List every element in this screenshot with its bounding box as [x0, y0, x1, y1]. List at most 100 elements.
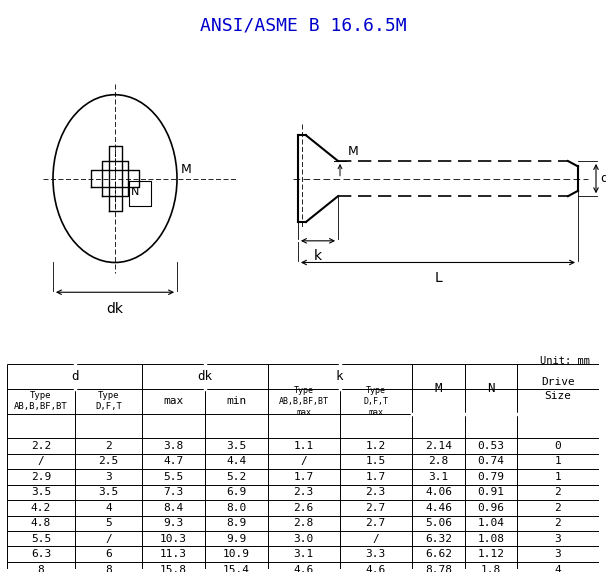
Text: M: M — [435, 383, 442, 395]
Text: Type
AB,B,BF,BT
max: Type AB,B,BF,BT max — [279, 386, 328, 416]
Text: 3.5: 3.5 — [31, 487, 51, 497]
Text: 8.9: 8.9 — [226, 518, 246, 528]
Text: 3: 3 — [554, 549, 561, 559]
Text: 3.5: 3.5 — [226, 441, 246, 451]
Text: 3.8: 3.8 — [164, 441, 184, 451]
Text: 15.4: 15.4 — [222, 565, 250, 572]
Text: 2.5: 2.5 — [98, 456, 119, 466]
Text: /: / — [105, 534, 112, 543]
Text: 1.2: 1.2 — [365, 441, 386, 451]
Text: 4.46: 4.46 — [425, 503, 452, 513]
Text: 11.3: 11.3 — [160, 549, 187, 559]
Text: M: M — [348, 145, 359, 158]
Text: Type
D,F,T
max: Type D,F,T max — [363, 386, 388, 416]
Text: 8.78: 8.78 — [425, 565, 452, 572]
Text: 15.8: 15.8 — [160, 565, 187, 572]
Text: 0.91: 0.91 — [478, 487, 505, 497]
Text: 4.6: 4.6 — [293, 565, 314, 572]
Text: L: L — [434, 271, 442, 285]
Text: /: / — [38, 456, 44, 466]
Text: 0.53: 0.53 — [478, 441, 505, 451]
Text: 3.5: 3.5 — [98, 487, 119, 497]
Text: k: k — [336, 370, 344, 383]
Text: 2: 2 — [554, 503, 561, 513]
Text: 6.9: 6.9 — [226, 487, 246, 497]
Text: 2: 2 — [554, 487, 561, 497]
Text: 0.96: 0.96 — [478, 503, 505, 513]
Text: d: d — [71, 370, 78, 383]
Text: 2.3: 2.3 — [293, 487, 314, 497]
Text: Type
AB,B,BF,BT: Type AB,B,BF,BT — [14, 391, 68, 411]
Text: 8.0: 8.0 — [226, 503, 246, 513]
Text: /: / — [372, 534, 379, 543]
Text: 2: 2 — [554, 518, 561, 528]
Text: 3: 3 — [105, 472, 112, 482]
Text: 2.8: 2.8 — [293, 518, 314, 528]
Text: 5: 5 — [105, 518, 112, 528]
Text: 1: 1 — [554, 472, 561, 482]
Text: 3: 3 — [554, 534, 561, 543]
Text: dk: dk — [198, 370, 212, 383]
Text: Type
D,F,T: Type D,F,T — [95, 391, 122, 411]
Text: 7.3: 7.3 — [164, 487, 184, 497]
Text: 1.12: 1.12 — [478, 549, 505, 559]
Text: 3.1: 3.1 — [428, 472, 448, 482]
Text: 4.2: 4.2 — [31, 503, 51, 513]
Text: 5.06: 5.06 — [425, 518, 452, 528]
Text: 1.5: 1.5 — [365, 456, 386, 466]
Text: 1.7: 1.7 — [365, 472, 386, 482]
Text: 4: 4 — [105, 503, 112, 513]
Text: 4.4: 4.4 — [226, 456, 246, 466]
Text: 3.0: 3.0 — [293, 534, 314, 543]
Text: N: N — [131, 186, 139, 197]
Text: 5.5: 5.5 — [31, 534, 51, 543]
Text: 10.3: 10.3 — [160, 534, 187, 543]
Text: 9.3: 9.3 — [164, 518, 184, 528]
Text: 2.2: 2.2 — [31, 441, 51, 451]
Text: 6.32: 6.32 — [425, 534, 452, 543]
Text: 8: 8 — [105, 565, 112, 572]
Text: 1.1: 1.1 — [293, 441, 314, 451]
Text: Drive
Size: Drive Size — [541, 378, 575, 400]
Text: 4.06: 4.06 — [425, 487, 452, 497]
Text: 6: 6 — [105, 549, 112, 559]
Text: 6.62: 6.62 — [425, 549, 452, 559]
Text: 8: 8 — [38, 565, 44, 572]
Text: 0.74: 0.74 — [478, 456, 505, 466]
Text: Unit: mm: Unit: mm — [540, 356, 590, 366]
Text: 3.3: 3.3 — [365, 549, 386, 559]
Text: 2.3: 2.3 — [365, 487, 386, 497]
Text: 2.7: 2.7 — [365, 503, 386, 513]
Text: 2.8: 2.8 — [428, 456, 448, 466]
Text: 10.9: 10.9 — [222, 549, 250, 559]
Text: 4.6: 4.6 — [365, 565, 386, 572]
Text: 2.14: 2.14 — [425, 441, 452, 451]
Text: d: d — [600, 172, 606, 185]
Text: 1.7: 1.7 — [293, 472, 314, 482]
Text: 4.7: 4.7 — [164, 456, 184, 466]
Text: 5.5: 5.5 — [164, 472, 184, 482]
Text: 2.7: 2.7 — [365, 518, 386, 528]
Text: 2.6: 2.6 — [293, 503, 314, 513]
Text: 2: 2 — [105, 441, 112, 451]
Text: dk: dk — [107, 301, 124, 316]
Text: 9.9: 9.9 — [226, 534, 246, 543]
Text: min: min — [226, 396, 246, 406]
Text: 1.8: 1.8 — [481, 565, 501, 572]
Text: max: max — [164, 396, 184, 406]
Text: 1.04: 1.04 — [478, 518, 505, 528]
Text: 0: 0 — [554, 441, 561, 451]
Text: 3.1: 3.1 — [293, 549, 314, 559]
Text: N: N — [487, 383, 495, 395]
Text: M: M — [181, 162, 191, 176]
Text: 1: 1 — [554, 456, 561, 466]
Text: 1.08: 1.08 — [478, 534, 505, 543]
Text: 0.79: 0.79 — [478, 472, 505, 482]
Text: 4.8: 4.8 — [31, 518, 51, 528]
Text: 8.4: 8.4 — [164, 503, 184, 513]
Text: k: k — [314, 249, 322, 263]
Text: /: / — [300, 456, 307, 466]
Text: 6.3: 6.3 — [31, 549, 51, 559]
Text: 2.9: 2.9 — [31, 472, 51, 482]
Text: 4: 4 — [554, 565, 561, 572]
